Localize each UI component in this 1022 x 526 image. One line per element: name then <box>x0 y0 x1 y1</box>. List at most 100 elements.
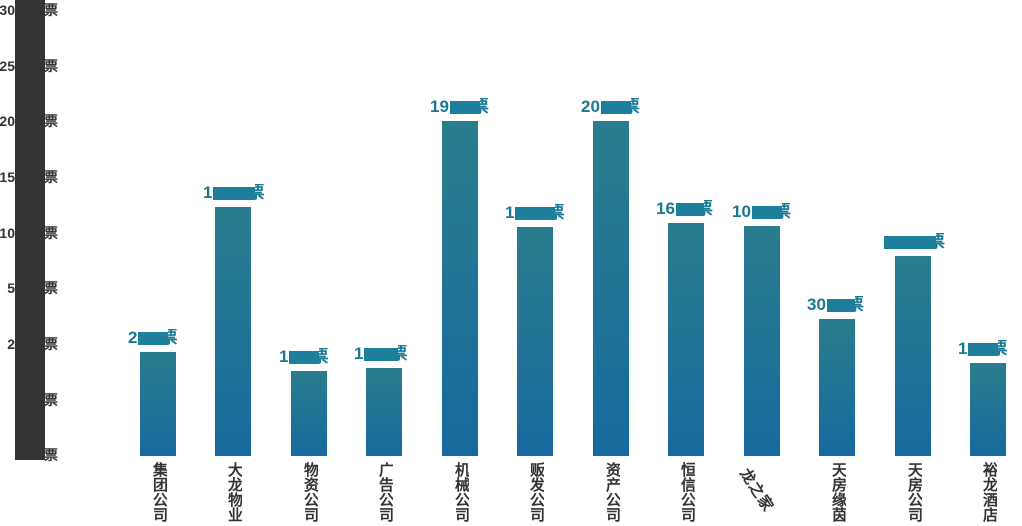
x-axis-label: 物资公司 <box>302 462 318 522</box>
value-prefix: 10 <box>732 202 751 221</box>
x-axis-label: 机械公司 <box>453 462 469 522</box>
unit-label-clipped: 票 <box>555 204 564 222</box>
unit-label-clipped: 票 <box>168 329 177 347</box>
bar <box>668 223 704 456</box>
y-tick-prefix: 2 <box>7 335 15 352</box>
bar <box>819 319 855 456</box>
bar-value-label: 20 票 <box>581 98 640 116</box>
value-redaction-block <box>213 186 256 200</box>
y-tick-prefix: 10 <box>0 224 15 241</box>
x-axis-label: 天房公司 <box>906 462 922 522</box>
value-redaction-block <box>600 100 631 114</box>
unit-glyph: 票 <box>630 98 640 116</box>
unit-glyph: 票 <box>319 348 329 366</box>
unit-label-clipped: 票 <box>319 348 328 366</box>
value-prefix: 1 <box>279 347 289 366</box>
value-prefix: 1 <box>354 344 364 363</box>
unit-label-clipped: 票 <box>398 345 407 363</box>
x-axis-label: 恒信公司 <box>679 462 695 522</box>
unit-glyph: 票 <box>703 200 713 218</box>
bar <box>140 352 176 456</box>
y-tick-unit: 票 <box>44 2 58 18</box>
bar <box>744 226 780 456</box>
value-prefix: 1 <box>505 203 515 222</box>
value-redaction-block <box>751 205 782 219</box>
value-prefix: 16 <box>656 199 675 218</box>
value-prefix: 20 <box>581 97 600 116</box>
y-tick-unit: 票 <box>44 335 58 352</box>
unit-label-clipped: 票 <box>255 184 264 202</box>
unit-glyph: 票 <box>781 203 791 221</box>
bar <box>442 121 478 456</box>
bar <box>517 227 553 456</box>
y-tick-prefix: 20 <box>0 113 15 130</box>
value-prefix: 30 <box>807 295 826 314</box>
bar <box>593 121 629 456</box>
bar <box>291 371 327 456</box>
y-tick-prefix: 15 <box>0 168 15 185</box>
unit-glyph: 票 <box>398 345 408 363</box>
y-tick-unit: 票 <box>44 224 58 241</box>
unit-glyph: 票 <box>998 340 1008 358</box>
bar-value-label: 30 票 <box>807 296 864 314</box>
bar <box>215 207 251 456</box>
axis-redaction-bar <box>15 0 45 460</box>
unit-label-clipped: 票 <box>998 340 1007 358</box>
value-redaction-block <box>449 100 480 114</box>
value-redaction-block <box>675 202 704 216</box>
value-redaction-block <box>968 342 999 356</box>
y-tick-unit: 票 <box>44 113 58 130</box>
value-redaction-block <box>289 350 320 364</box>
value-redaction-block <box>364 347 399 361</box>
unit-label-clipped: 票 <box>480 98 489 116</box>
value-prefix: 2 <box>128 328 138 347</box>
y-tick-unit: 票 <box>44 57 58 74</box>
bar <box>970 363 1006 456</box>
unit-label-clipped: 票 <box>936 233 945 251</box>
y-tick-unit: 票 <box>44 168 58 185</box>
bar-value-label: 16 票 <box>656 200 713 218</box>
x-axis-label: 裕龙酒店 <box>981 462 997 522</box>
x-axis-label: 天房缘茵 <box>830 462 846 522</box>
unit-label-clipped: 票 <box>855 296 864 314</box>
value-prefix: 1 <box>958 339 968 358</box>
bar-value-label: 10 票 <box>732 203 791 221</box>
value-prefix: 19 <box>430 97 449 116</box>
value-redaction-block <box>826 298 855 312</box>
unit-glyph: 票 <box>555 204 565 222</box>
unit-label-clipped: 票 <box>704 200 713 218</box>
value-prefix: 1 <box>203 183 213 202</box>
unit-label-clipped: 票 <box>782 203 791 221</box>
unit-glyph: 票 <box>168 329 178 347</box>
x-axis-label: 广告公司 <box>377 462 393 522</box>
y-tick-prefix: 5 <box>7 280 15 297</box>
x-axis-label: 贩发公司 <box>528 462 544 522</box>
y-tick-unit: 票 <box>44 391 58 408</box>
y-tick-unit: 票 <box>44 280 58 297</box>
x-axis-label: 资产公司 <box>604 462 620 522</box>
y-tick-prefix: 25 <box>0 57 15 74</box>
unit-label-clipped: 票 <box>631 98 640 116</box>
y-tick-prefix: 30 <box>0 2 15 18</box>
unit-glyph: 票 <box>255 184 265 202</box>
bar-value-label: 19 票 <box>430 98 489 116</box>
bar <box>895 256 931 456</box>
x-axis-label: 大龙物业 <box>226 462 242 522</box>
value-redaction-block <box>884 235 936 249</box>
y-tick-unit: 票 <box>44 447 58 464</box>
unit-glyph: 票 <box>936 233 945 251</box>
bar-value-label: 票 <box>883 233 945 251</box>
unit-glyph: 票 <box>854 296 864 314</box>
x-axis-label: 龙之家 <box>736 465 777 516</box>
x-axis-label: 集团公司 <box>151 462 167 522</box>
bar <box>366 368 402 456</box>
value-redaction-block <box>138 331 169 345</box>
value-redaction-block <box>515 206 556 220</box>
